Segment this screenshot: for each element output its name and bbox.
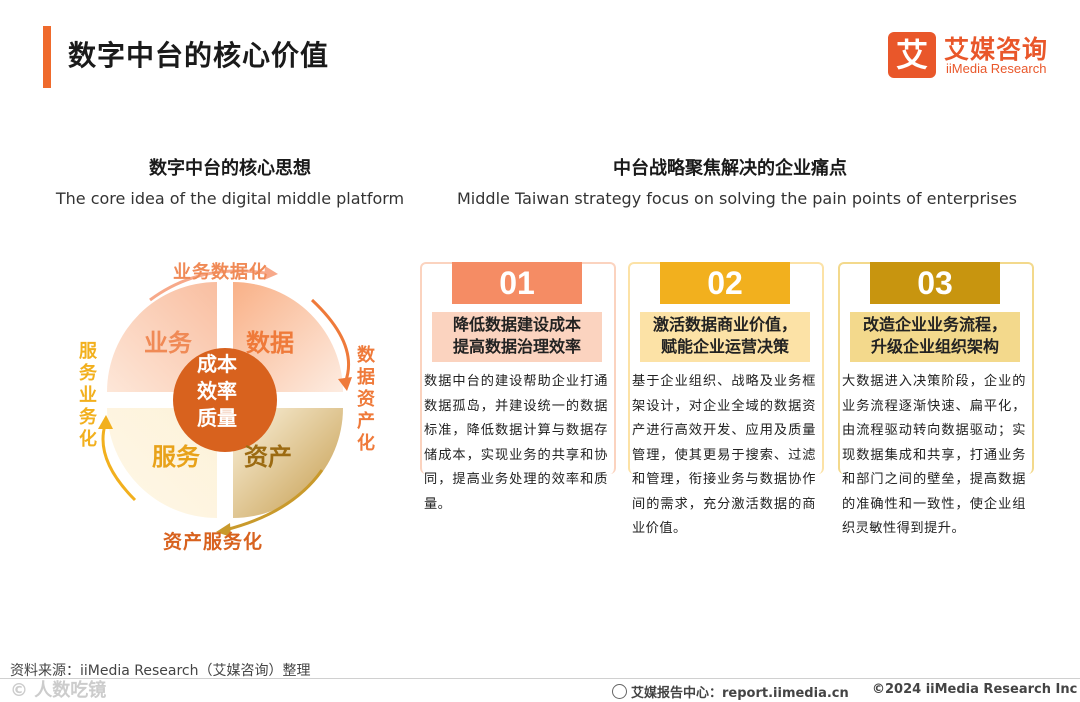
center-values: 成本 效率 质量	[167, 351, 267, 432]
quadrant-service-label: 服务	[152, 443, 200, 471]
copyright: ©2024 iiMedia Research Inc	[872, 682, 1078, 697]
left-section-title: 数字中台的核心思想	[149, 158, 311, 179]
right-section-title: 中台战略聚焦解决的企业痛点	[613, 158, 847, 179]
card-pain-line-2: 提高数据治理效率	[452, 337, 581, 356]
report-center-text: 艾媒报告中心：report.iimedia.cn	[631, 686, 849, 701]
center-value-cost: 成本	[197, 352, 237, 376]
report-center-link[interactable]: 艾媒报告中心：report.iimedia.cn	[612, 682, 849, 701]
pain-point-card-2: 02 激活数据商业价值， 赋能企业运营决策 基于企业组织、战略及业务框架设计，对…	[628, 262, 824, 582]
arrow-top	[149, 269, 266, 302]
quadrant-asset-label: 资产	[244, 443, 292, 471]
brand-logo: 艾 艾媒咨询 iiMedia Research	[888, 30, 1068, 80]
card-pain-line-1: 改造企业业务流程，	[862, 315, 1007, 334]
logo-mark-icon: 艾	[888, 32, 936, 78]
footer-divider	[0, 678, 1080, 679]
pain-point-card-3: 03 改造企业业务流程， 升级企业组织架构 大数据进入决策阶段，企业的业务流程逐…	[838, 262, 1034, 582]
card-pain-line-2: 升级企业组织架构	[870, 337, 999, 356]
logo-name-en: iiMedia Research	[946, 61, 1047, 76]
core-idea-diagram: 成本 效率 质量 业务 数据 服务 资产 业务数据化 数据资产化 服务业务化 资…	[60, 245, 400, 565]
card-description: 大数据进入决策阶段，企业的业务流程逐渐快速、扁平化，由流程驱动转向数据驱动；实现…	[842, 374, 1026, 536]
arrow-right-label: 数据资产化	[357, 345, 375, 454]
globe-icon	[612, 684, 627, 699]
arrow-right	[310, 298, 350, 384]
pain-point-card-1: 01 降低数据建设成本 提高数据治理效率 数据中台的建设帮助企业打通数据孤岛，并…	[420, 262, 616, 582]
data-source: 资料来源：iiMedia Research（艾媒咨询）整理	[10, 663, 311, 679]
quadrant-data-label: 数据	[246, 329, 294, 357]
right-section-subtitle: Middle Taiwan strategy focus on solving …	[457, 189, 1017, 208]
card-pain-title: 降低数据建设成本 提高数据治理效率	[432, 312, 602, 362]
quadrant-business-label: 业务	[144, 329, 192, 357]
card-number: 03	[870, 262, 1000, 304]
card-pain-title: 改造企业业务流程， 升级企业组织架构	[850, 312, 1020, 362]
watermark: © 人数吃镜	[10, 680, 107, 701]
card-pain-line-1: 降低数据建设成本	[452, 315, 581, 334]
title-accent-bar	[43, 26, 51, 88]
arrow-bottom-label: 资产服务化	[163, 531, 264, 553]
left-section-subtitle: The core idea of the digital middle plat…	[55, 189, 405, 208]
arrow-top-label: 业务数据化	[173, 262, 268, 283]
center-circle	[173, 348, 277, 452]
card-pain-title: 激活数据商业价值， 赋能企业运营决策	[640, 312, 810, 362]
page-title: 数字中台的核心价值	[68, 39, 330, 72]
card-number: 02	[660, 262, 790, 304]
card-description: 数据中台的建设帮助企业打通数据孤岛，并建设统一的数据标准，降低数据计算与数据存储…	[424, 374, 608, 512]
arrow-left-label: 服务业务化	[79, 341, 97, 450]
arrow-bottom	[224, 469, 324, 532]
card-pain-line-2: 赋能企业运营决策	[660, 337, 789, 356]
card-number: 01	[452, 262, 582, 304]
card-pain-line-1: 激活数据商业价值，	[652, 315, 797, 334]
center-value-efficiency: 效率	[197, 379, 237, 403]
card-description: 基于企业组织、战略及业务框架设计，对企业全域的数据资产进行高效开发、应用及质量管…	[632, 374, 816, 536]
center-value-quality: 质量	[197, 406, 237, 430]
logo-name-cn: 艾媒咨询	[944, 35, 1049, 64]
arrow-left	[101, 424, 137, 502]
